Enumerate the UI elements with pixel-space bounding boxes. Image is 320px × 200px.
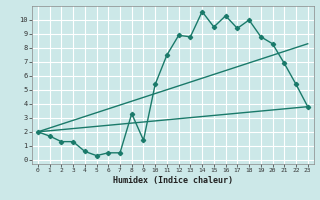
X-axis label: Humidex (Indice chaleur): Humidex (Indice chaleur) [113, 176, 233, 185]
